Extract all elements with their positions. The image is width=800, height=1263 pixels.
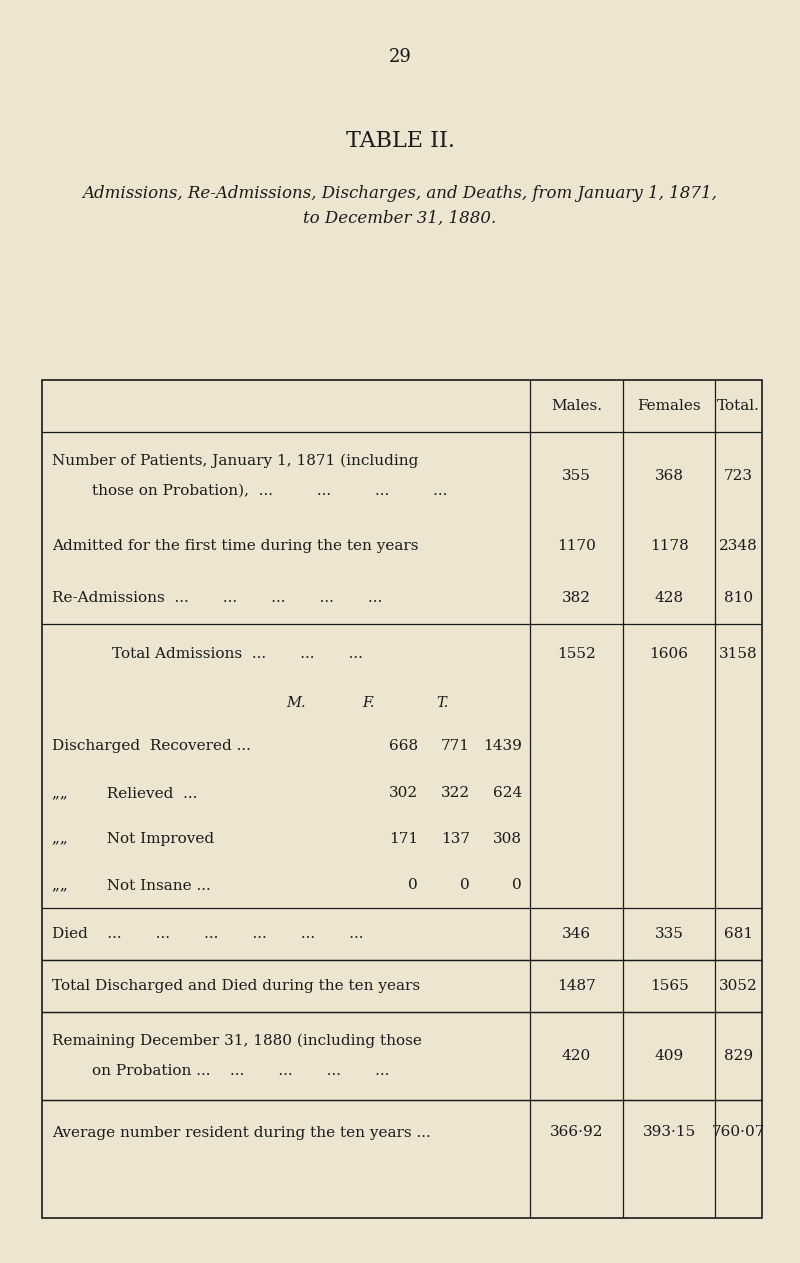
Text: T.: T. <box>436 696 448 710</box>
Text: 355: 355 <box>562 469 591 482</box>
Text: 171: 171 <box>389 832 418 846</box>
Text: Number of Patients, January 1, 1871 (including: Number of Patients, January 1, 1871 (inc… <box>52 453 418 469</box>
Text: 1170: 1170 <box>557 539 596 553</box>
Text: Average number resident during the ten years ...: Average number resident during the ten y… <box>52 1125 430 1139</box>
Text: 1178: 1178 <box>650 539 688 553</box>
Text: 382: 382 <box>562 591 591 605</box>
Text: F.: F. <box>362 696 375 710</box>
Text: 302: 302 <box>389 786 418 799</box>
Text: Total Admissions  ...       ...       ...: Total Admissions ... ... ... <box>112 647 363 661</box>
Text: Admissions, Re-Admissions, Discharges, and Deaths, from January 1, 1871,: Admissions, Re-Admissions, Discharges, a… <box>82 184 718 202</box>
Text: 760·07: 760·07 <box>712 1125 765 1139</box>
Text: „„        Relieved  ...: „„ Relieved ... <box>52 786 198 799</box>
Text: 1606: 1606 <box>650 647 689 661</box>
Text: „„        Not Insane ...: „„ Not Insane ... <box>52 878 210 892</box>
Text: 668: 668 <box>389 739 418 753</box>
Text: 1487: 1487 <box>557 979 596 993</box>
Text: 0: 0 <box>408 878 418 892</box>
Text: 0: 0 <box>460 878 470 892</box>
Text: 428: 428 <box>654 591 683 605</box>
Text: Died    ...       ...       ...       ...       ...       ...: Died ... ... ... ... ... ... <box>52 927 363 941</box>
Text: those on Probation),  ...         ...         ...         ...: those on Probation), ... ... ... ... <box>92 484 447 498</box>
Text: 723: 723 <box>724 469 753 482</box>
Text: 137: 137 <box>441 832 470 846</box>
Bar <box>42 380 762 1218</box>
Text: 308: 308 <box>493 832 522 846</box>
Text: on Probation ...    ...       ...       ...       ...: on Probation ... ... ... ... ... <box>92 1063 390 1077</box>
Text: M.: M. <box>286 696 306 710</box>
Text: 420: 420 <box>562 1050 591 1063</box>
Text: 829: 829 <box>724 1050 753 1063</box>
Text: 1439: 1439 <box>483 739 522 753</box>
Text: 3158: 3158 <box>719 647 758 661</box>
Text: Discharged  Recovered ...: Discharged Recovered ... <box>52 739 251 753</box>
Text: 810: 810 <box>724 591 753 605</box>
Text: Males.: Males. <box>551 399 602 413</box>
Text: 366·92: 366·92 <box>550 1125 603 1139</box>
Text: 393·15: 393·15 <box>642 1125 696 1139</box>
Text: 624: 624 <box>493 786 522 799</box>
Text: Females: Females <box>637 399 701 413</box>
Text: Total.: Total. <box>717 399 760 413</box>
Text: 409: 409 <box>654 1050 684 1063</box>
Text: 1565: 1565 <box>650 979 688 993</box>
Text: 322: 322 <box>441 786 470 799</box>
Text: „„        Not Improved: „„ Not Improved <box>52 832 214 846</box>
Text: Total Discharged and Died during the ten years: Total Discharged and Died during the ten… <box>52 979 420 993</box>
Text: 2348: 2348 <box>719 539 758 553</box>
Text: 0: 0 <box>512 878 522 892</box>
Text: 368: 368 <box>654 469 683 482</box>
Text: 335: 335 <box>654 927 683 941</box>
Text: Remaining December 31, 1880 (including those: Remaining December 31, 1880 (including t… <box>52 1034 422 1048</box>
Text: TABLE II.: TABLE II. <box>346 130 454 152</box>
Text: to December 31, 1880.: to December 31, 1880. <box>303 210 497 227</box>
Text: 29: 29 <box>389 48 411 66</box>
Text: 681: 681 <box>724 927 753 941</box>
Text: 771: 771 <box>441 739 470 753</box>
Text: 346: 346 <box>562 927 591 941</box>
Text: 3052: 3052 <box>719 979 758 993</box>
Text: Re-Admissions  ...       ...       ...       ...       ...: Re-Admissions ... ... ... ... ... <box>52 591 382 605</box>
Text: 1552: 1552 <box>557 647 596 661</box>
Text: Admitted for the first time during the ten years: Admitted for the first time during the t… <box>52 539 418 553</box>
